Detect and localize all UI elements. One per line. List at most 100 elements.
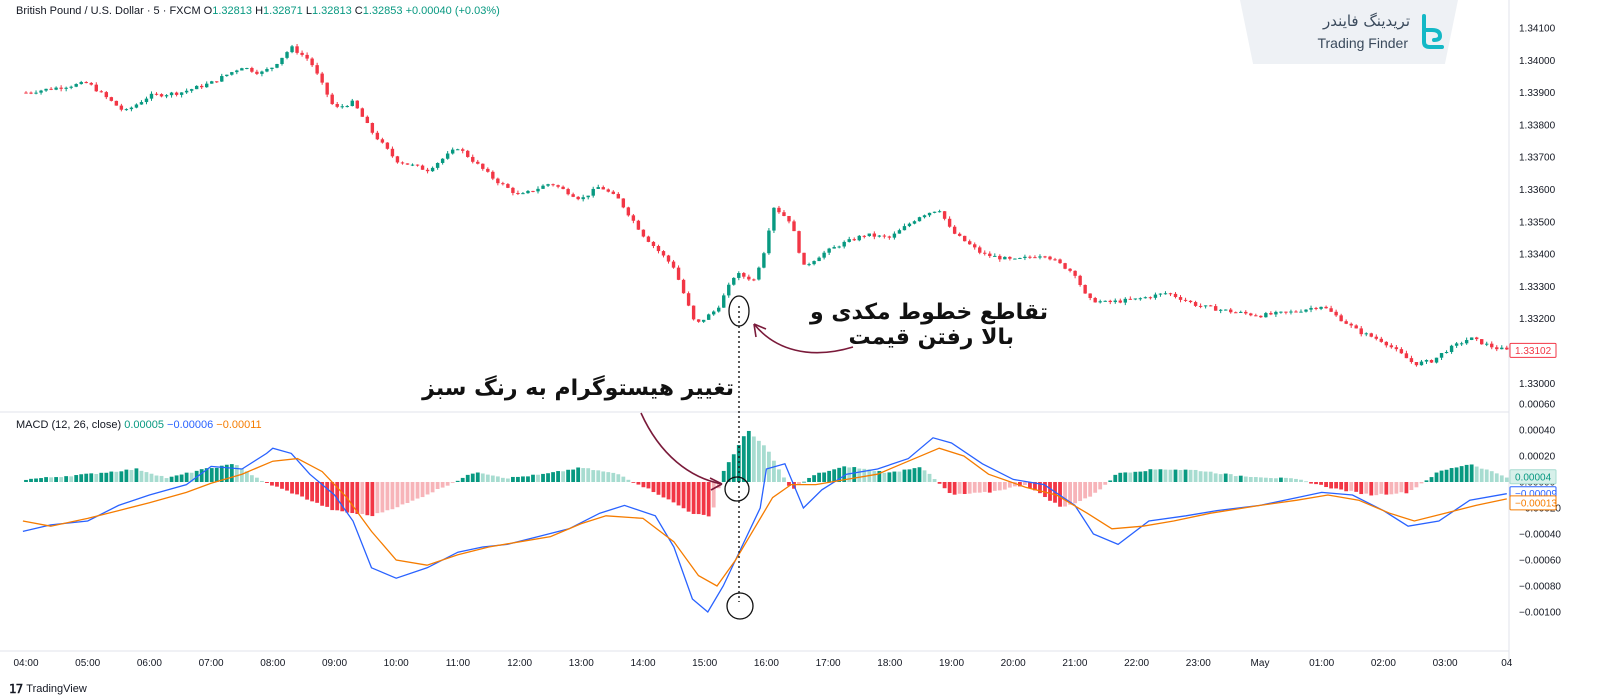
histogram-bar[interactable] (927, 473, 932, 482)
histogram-bar[interactable] (495, 476, 500, 482)
histogram-bar[interactable] (1359, 482, 1364, 495)
candle-body[interactable] (1354, 325, 1358, 329)
candle-body[interactable] (194, 85, 199, 90)
histogram-bar[interactable] (521, 476, 525, 482)
candle-body[interactable] (1208, 305, 1213, 307)
candle-body[interactable] (641, 229, 646, 237)
histogram-bar[interactable] (1464, 464, 1469, 482)
histogram-bar[interactable] (731, 454, 736, 482)
candle-body[interactable] (837, 246, 841, 248)
candle-body[interactable] (189, 89, 194, 91)
histogram-bar[interactable] (576, 467, 581, 482)
histogram-bar[interactable] (862, 468, 867, 482)
candle-body[interactable] (621, 198, 626, 208)
histogram-bar[interactable] (275, 482, 279, 487)
candle-body[interactable] (676, 267, 681, 280)
candle-body[interactable] (827, 248, 831, 253)
candle-body[interactable] (541, 185, 545, 189)
histogram-bar[interactable] (1073, 482, 1078, 504)
candle-body[interactable] (1028, 256, 1032, 258)
candle-body[interactable] (1163, 293, 1168, 295)
histogram-bar[interactable] (1429, 477, 1434, 482)
candle-body[interactable] (1364, 333, 1368, 335)
histogram-bar[interactable] (952, 482, 957, 495)
candle-body[interactable] (435, 162, 440, 168)
histogram-bar[interactable] (1419, 482, 1424, 484)
candle-body[interactable] (1319, 306, 1323, 309)
histogram-bar[interactable] (1178, 469, 1183, 482)
histogram-bar[interactable] (265, 482, 269, 484)
candle-body[interactable] (1158, 293, 1163, 295)
histogram-bar[interactable] (94, 473, 99, 482)
candle-body[interactable] (922, 215, 927, 218)
histogram-bar[interactable] (84, 473, 89, 482)
histogram-bar[interactable] (315, 482, 320, 503)
candle-body[interactable] (370, 123, 375, 133)
candle-body[interactable] (917, 217, 922, 222)
histogram-bar[interactable] (691, 482, 696, 514)
histogram-bar[interactable] (239, 468, 244, 482)
histogram-bar[interactable] (1369, 482, 1374, 496)
candle-body[interactable] (752, 279, 756, 281)
histogram-bar[interactable] (169, 476, 174, 482)
candle-body[interactable] (1495, 347, 1499, 350)
candle-body[interactable] (59, 87, 63, 89)
histogram-bar[interactable] (1284, 477, 1288, 482)
candle-body[interactable] (591, 188, 595, 196)
histogram-bar[interactable] (189, 472, 194, 482)
histogram-bar[interactable] (651, 482, 656, 493)
candle-body[interactable] (496, 178, 500, 184)
candle-body[interactable] (1239, 311, 1243, 313)
candle-body[interactable] (1103, 300, 1107, 302)
histogram-bar[interactable] (746, 430, 751, 482)
candle-body[interactable] (1500, 347, 1504, 350)
histogram-bar[interactable] (942, 482, 947, 489)
histogram-bar[interactable] (395, 482, 400, 508)
candle-body[interactable] (54, 87, 58, 90)
histogram-bar[interactable] (736, 445, 741, 482)
histogram-bar[interactable] (1148, 469, 1153, 482)
histogram-bar[interactable] (1489, 471, 1494, 482)
candle-body[interactable] (862, 235, 866, 237)
histogram-bar[interactable] (797, 482, 801, 485)
histogram-bar[interactable] (1183, 469, 1188, 482)
histogram-bar[interactable] (1213, 473, 1218, 482)
histogram-bar[interactable] (305, 482, 310, 500)
histogram-bar[interactable] (912, 468, 917, 482)
candle-body[interactable] (501, 183, 505, 185)
histogram-bar[interactable] (1364, 482, 1369, 494)
histogram-bar[interactable] (1294, 478, 1298, 482)
candle-body[interactable] (576, 196, 580, 200)
candle-body[interactable] (912, 221, 917, 224)
histogram-bar[interactable] (1012, 482, 1017, 487)
histogram-bar[interactable] (842, 466, 847, 482)
candle-body[interactable] (69, 86, 73, 88)
histogram-bar[interactable] (1238, 475, 1243, 482)
candle-body[interactable] (134, 104, 139, 108)
candle-body[interactable] (425, 169, 430, 172)
candle-body[interactable] (1414, 362, 1419, 366)
candle-body[interactable] (967, 241, 972, 245)
histogram-bar[interactable] (1043, 482, 1047, 498)
candle-body[interactable] (1023, 256, 1027, 258)
candle-body[interactable] (335, 104, 339, 107)
histogram-bar[interactable] (1138, 471, 1143, 482)
candle-body[interactable] (611, 191, 616, 194)
histogram-bar[interactable] (1118, 472, 1123, 482)
histogram-bar[interactable] (255, 477, 259, 482)
candle-body[interactable] (1339, 315, 1343, 322)
candle-body[interactable] (410, 164, 415, 166)
candle-body[interactable] (691, 305, 696, 320)
histogram-bar[interactable] (1173, 469, 1178, 482)
candle-body[interactable] (1259, 315, 1263, 318)
candle-body[interactable] (466, 150, 470, 157)
candle-body[interactable] (24, 92, 28, 94)
histogram-bar[interactable] (1354, 482, 1359, 492)
candle-body[interactable] (636, 220, 641, 230)
candle-body[interactable] (822, 252, 826, 258)
histogram-bar[interactable] (174, 475, 179, 482)
histogram-bar[interactable] (270, 482, 274, 486)
histogram-bar[interactable] (1158, 469, 1163, 482)
histogram-bar[interactable] (54, 477, 59, 482)
candle-body[interactable] (1399, 349, 1404, 354)
